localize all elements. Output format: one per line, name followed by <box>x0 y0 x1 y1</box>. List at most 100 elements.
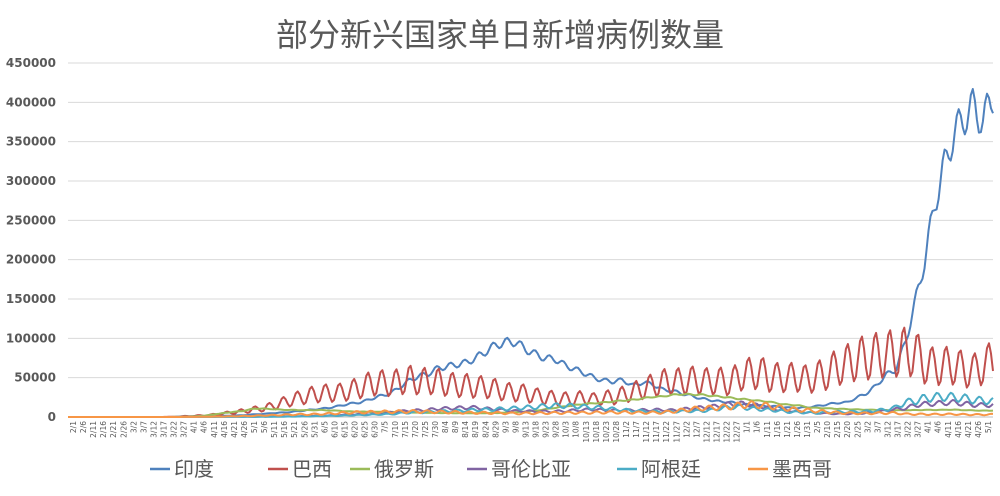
x-tick-label: 4/26 <box>240 421 249 438</box>
x-tick-label: 3/2 <box>863 421 872 433</box>
legend: 印度 巴西 俄罗斯 哥伦比亚 阿根廷 墨西哥 <box>150 457 832 481</box>
x-tick-label: 4/11 <box>210 421 219 438</box>
x-tick-label: 3/2 <box>129 421 138 433</box>
x-tick-label: 11/7 <box>632 421 641 438</box>
x-tick-label: 2/1 <box>69 421 78 433</box>
x-tick-label: 11/17 <box>652 421 661 443</box>
y-tick-label: 150000 <box>6 292 56 306</box>
x-tick-label: 12/12 <box>702 421 711 443</box>
x-tick-label: 8/14 <box>461 421 470 438</box>
x-tick-label: 5/1 <box>250 421 259 433</box>
x-tick-label: 8/4 <box>441 421 450 433</box>
x-tick-label: 2/11 <box>89 421 98 438</box>
x-tick-label: 2/20 <box>843 421 852 438</box>
x-tick-label: 6/25 <box>361 421 370 438</box>
x-tick-label: 7/15 <box>401 421 410 438</box>
x-tick-label: 4/6 <box>200 421 209 433</box>
x-tick-label: 3/27 <box>180 421 189 438</box>
x-tick-label: 6/10 <box>330 421 339 438</box>
x-tick-label: 5/6 <box>260 421 269 433</box>
x-tick-label: 4/26 <box>974 421 983 438</box>
x-tick-label: 6/30 <box>371 421 380 438</box>
x-tick-label: 8/29 <box>491 421 500 438</box>
x-tick-label: 7/10 <box>391 421 400 438</box>
x-tick-label: 4/6 <box>934 421 943 433</box>
x-tick-label: 3/7 <box>139 421 148 433</box>
legend-label: 印度 <box>174 457 214 481</box>
x-tick-label: 10/3 <box>562 421 571 438</box>
x-tick-label: 3/22 <box>904 421 913 438</box>
gridlines <box>68 62 993 418</box>
x-tick-label: 11/22 <box>662 421 671 443</box>
x-tick-label: 11/2 <box>622 421 631 438</box>
x-tick-label: 9/13 <box>521 421 530 438</box>
x-tick-label: 10/28 <box>612 421 621 443</box>
x-tick-label: 10/18 <box>592 421 601 443</box>
x-tick-label: 3/17 <box>893 421 902 438</box>
y-tick-label: 400000 <box>6 95 56 109</box>
y-tick-label: 200000 <box>6 253 56 267</box>
y-tick-label: 50000 <box>14 371 56 385</box>
x-tick-label: 6/20 <box>351 421 360 438</box>
x-tick-label: 12/7 <box>692 421 701 438</box>
x-tick-label: 5/16 <box>280 421 289 438</box>
x-tick-label: 3/7 <box>873 421 882 433</box>
x-tick-label: 4/16 <box>220 421 229 438</box>
x-tick-label: 10/8 <box>572 421 581 438</box>
x-tick-label: 12/2 <box>682 421 691 438</box>
x-tick-label: 4/1 <box>190 421 199 433</box>
x-tick-label: 2/21 <box>109 421 118 438</box>
x-tick-label: 4/1 <box>924 421 933 433</box>
x-tick-label: 4/11 <box>944 421 953 438</box>
x-tick-label: 7/30 <box>431 421 440 438</box>
x-tick-label: 12/27 <box>733 421 742 443</box>
x-tick-label: 2/10 <box>823 421 832 438</box>
x-tick-label: 3/22 <box>170 421 179 438</box>
x-tick-label: 2/25 <box>853 421 862 438</box>
x-tick-label: 6/15 <box>340 421 349 438</box>
legend-label: 墨西哥 <box>772 457 832 481</box>
x-tick-label: 3/12 <box>883 421 892 438</box>
x-tick-label: 4/21 <box>230 421 239 438</box>
x-tick-label: 9/18 <box>532 421 541 438</box>
x-tick-label: 5/11 <box>270 421 279 438</box>
x-tick-label: 5/1 <box>984 421 993 433</box>
x-tick-label: 8/24 <box>481 421 490 438</box>
x-tick-label: 3/17 <box>160 421 169 438</box>
x-tick-label: 4/16 <box>954 421 963 438</box>
x-tick-label: 9/28 <box>552 421 561 438</box>
x-tick-label: 8/19 <box>471 421 480 438</box>
x-tick-label: 10/23 <box>602 421 611 443</box>
chart-title: 部分新兴国家单日新增病例数量 <box>276 16 724 54</box>
x-tick-label: 2/5 <box>813 421 822 433</box>
x-tick-label: 5/21 <box>290 421 299 438</box>
x-tick-label: 2/16 <box>99 421 108 438</box>
legend-label: 哥伦比亚 <box>491 457 571 481</box>
x-tick-label: 10/13 <box>582 421 591 443</box>
x-tick-label: 9/23 <box>542 421 551 438</box>
x-tick-label: 7/5 <box>381 421 390 433</box>
series-line <box>68 326 994 418</box>
x-tick-label: 12/17 <box>713 421 722 443</box>
x-tick-label: 8/9 <box>451 421 460 433</box>
x-tick-label: 7/20 <box>411 421 420 438</box>
series-line <box>68 88 994 418</box>
y-tick-label: 300000 <box>6 174 56 188</box>
x-tick-label: 11/12 <box>642 421 651 443</box>
x-tick-label: 9/3 <box>501 421 510 433</box>
legend-label: 俄罗斯 <box>374 457 434 481</box>
x-axis-ticks: 2/1 2/6 2/11 2/16 2/21 2/26 3/2 3/7 3/12 3/17 3/22… <box>69 421 993 443</box>
x-tick-label: 1/1 <box>743 421 752 433</box>
x-tick-label: 3/27 <box>914 421 923 438</box>
y-tick-label: 450000 <box>6 56 56 70</box>
x-tick-label: 1/26 <box>793 421 802 438</box>
x-tick-label: 1/16 <box>773 421 782 438</box>
x-tick-label: 3/12 <box>149 421 158 438</box>
x-tick-label: 1/31 <box>803 421 812 438</box>
y-tick-label: 350000 <box>6 135 56 149</box>
x-tick-label: 1/6 <box>753 421 762 433</box>
x-tick-label: 5/31 <box>310 421 319 438</box>
x-tick-label: 12/22 <box>723 421 732 443</box>
x-tick-label: 2/15 <box>833 421 842 438</box>
